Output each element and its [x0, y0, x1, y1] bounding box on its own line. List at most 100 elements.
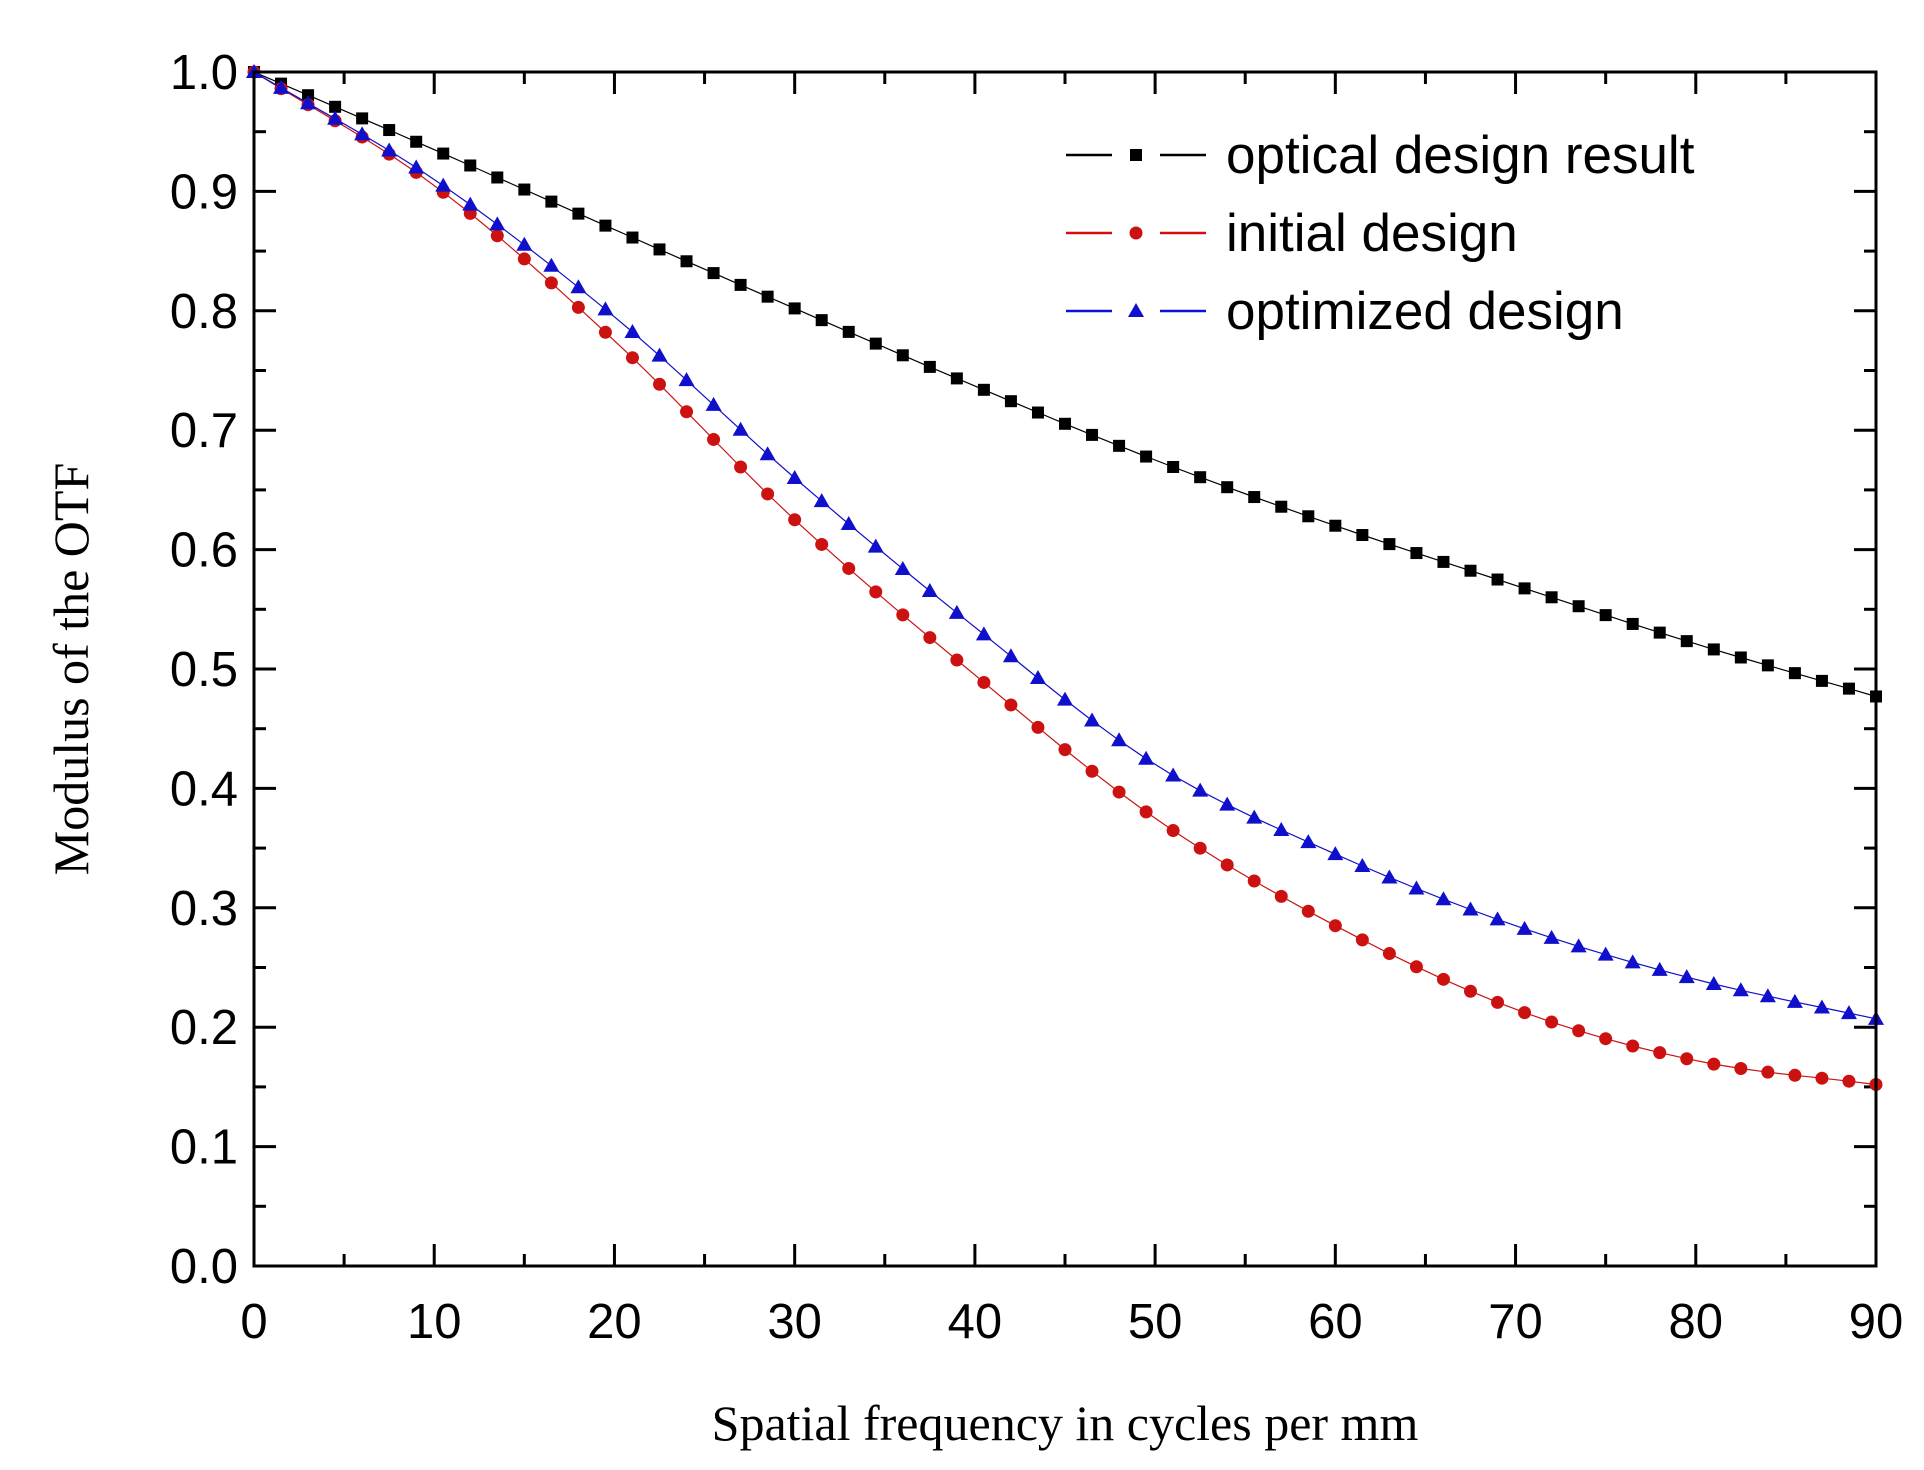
data-point	[1624, 954, 1641, 969]
data-point	[1734, 651, 1747, 664]
data-point	[518, 183, 531, 196]
x-tick-label: 10	[407, 1295, 462, 1349]
y-tick-label: 0.3	[170, 882, 238, 936]
x-tick-label: 20	[587, 1295, 642, 1349]
data-point	[1166, 824, 1180, 838]
data-point	[788, 513, 802, 527]
data-point	[1815, 674, 1828, 687]
data-point	[1491, 573, 1504, 586]
data-point	[383, 124, 396, 137]
data-point	[788, 302, 801, 315]
data-point	[517, 252, 531, 266]
data-point	[1275, 500, 1288, 513]
data-point	[1705, 975, 1722, 990]
series-triangle	[246, 64, 1884, 1025]
data-point	[354, 126, 371, 141]
data-point	[1085, 764, 1099, 778]
data-point	[1788, 1068, 1802, 1082]
data-point	[1707, 643, 1720, 656]
data-point	[923, 631, 937, 645]
data-point	[490, 229, 504, 243]
data-point	[1220, 858, 1234, 872]
plot-frame	[252, 70, 1878, 1268]
data-point	[1274, 889, 1288, 903]
legend-marker	[1129, 226, 1143, 240]
data-point	[732, 421, 749, 436]
data-point	[1815, 1071, 1829, 1085]
data-point	[1545, 1015, 1559, 1029]
data-point	[975, 626, 992, 641]
data-point	[950, 653, 964, 667]
x-axis-title: Spatial frequency in cycles per mm	[712, 1395, 1419, 1451]
data-point	[678, 372, 695, 387]
data-point	[1759, 988, 1776, 1003]
x-tick-label: 30	[767, 1295, 822, 1349]
data-point	[1545, 591, 1558, 604]
data-point	[1059, 417, 1071, 430]
data-point	[1707, 1057, 1721, 1071]
data-point	[572, 207, 585, 220]
y-tick-label: 1.0	[170, 46, 238, 100]
data-point	[1273, 822, 1290, 837]
data-point	[1518, 582, 1531, 595]
data-point	[1491, 995, 1505, 1009]
data-point	[1354, 857, 1371, 872]
data-point	[1221, 481, 1234, 494]
data-point	[464, 159, 477, 172]
data-point	[1572, 600, 1585, 613]
data-point	[1029, 670, 1046, 685]
data-point	[867, 538, 884, 553]
data-point	[1680, 1052, 1694, 1066]
data-point	[491, 171, 504, 184]
data-point	[1002, 648, 1019, 663]
y-axis-title: Modulus of the OTF	[43, 463, 99, 876]
y-tick-label: 0.6	[170, 524, 238, 578]
data-point	[840, 515, 857, 530]
data-point	[381, 142, 398, 157]
data-point	[1300, 834, 1317, 849]
data-point	[1651, 961, 1668, 976]
data-point	[1842, 682, 1855, 695]
data-marks-layer	[246, 64, 1884, 1092]
data-point	[599, 219, 612, 232]
legend-item: optical design result	[1066, 126, 1695, 185]
data-point	[1462, 901, 1479, 916]
x-tick-label: 70	[1488, 1295, 1543, 1349]
data-point	[571, 300, 585, 314]
legend-marker	[1130, 149, 1142, 161]
data-point	[759, 446, 776, 461]
data-point	[1408, 880, 1425, 895]
x-tick-label: 60	[1308, 1295, 1363, 1349]
data-point	[1329, 519, 1342, 532]
data-point	[707, 267, 720, 280]
data-point	[1138, 750, 1155, 765]
data-point	[329, 100, 342, 113]
data-point	[598, 325, 612, 339]
data-point	[734, 460, 748, 474]
data-point	[1004, 395, 1017, 408]
data-point	[1327, 846, 1344, 861]
data-point	[869, 337, 882, 350]
data-point	[761, 487, 775, 501]
data-point	[273, 79, 290, 94]
data-point	[410, 135, 423, 148]
data-point	[1248, 491, 1261, 504]
data-point	[1572, 1024, 1586, 1038]
data-point	[435, 177, 452, 192]
data-point	[437, 147, 450, 160]
data-point	[653, 377, 666, 391]
data-point	[1653, 626, 1666, 639]
data-point	[624, 323, 641, 338]
data-point	[302, 89, 315, 102]
data-point	[1626, 1039, 1640, 1053]
y-tick-label: 0.8	[170, 285, 238, 339]
data-point	[462, 196, 479, 211]
data-point	[842, 325, 855, 338]
data-point	[1678, 969, 1695, 984]
x-tick-label: 90	[1849, 1295, 1904, 1349]
legend-label: initial design	[1226, 204, 1518, 263]
data-point	[1194, 471, 1207, 484]
y-tick-label: 0.5	[170, 643, 238, 697]
y-tick-label: 0.4	[170, 762, 238, 816]
